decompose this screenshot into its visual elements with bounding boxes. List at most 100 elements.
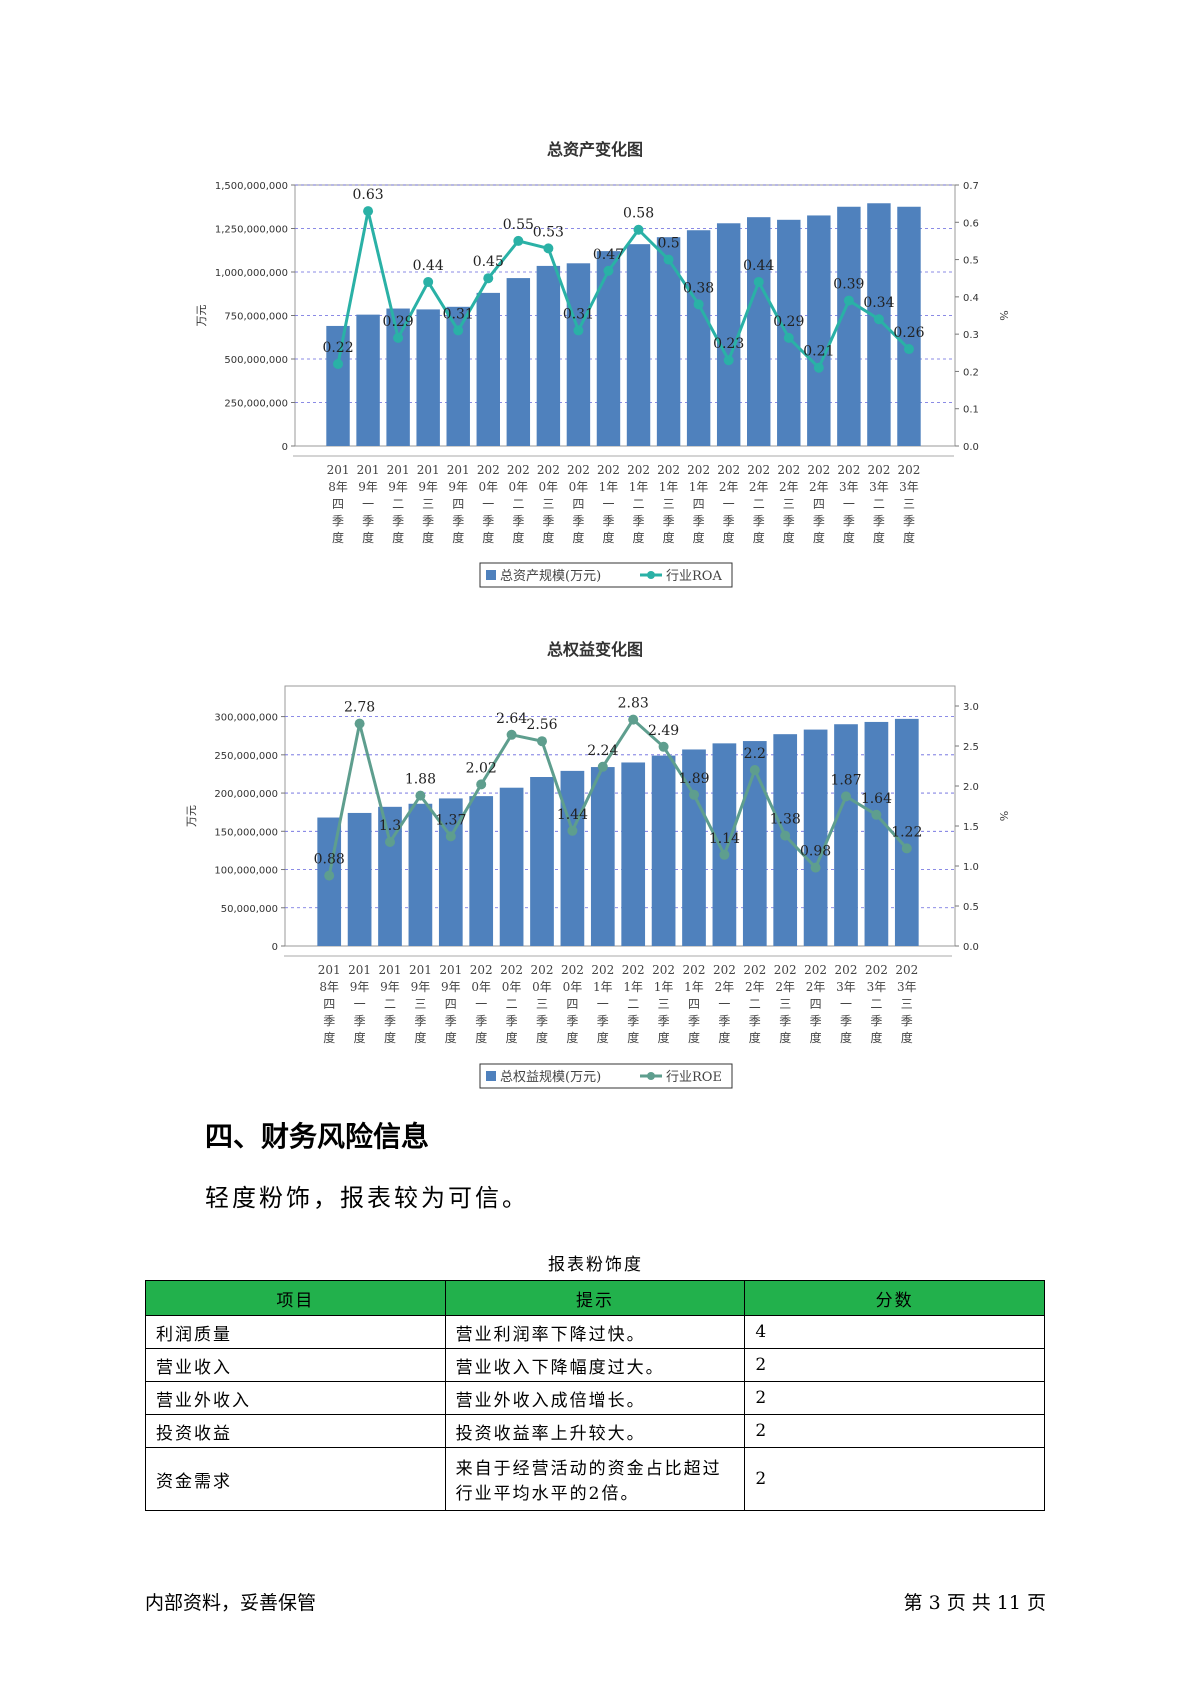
line-point	[453, 325, 464, 336]
bar	[894, 718, 919, 946]
line-point	[813, 362, 824, 373]
y-axis-label: 万元	[195, 305, 208, 327]
line-point	[324, 870, 335, 881]
line-point	[871, 809, 882, 820]
bar	[651, 755, 676, 946]
data-label: 0.47	[593, 247, 624, 263]
line-point	[901, 843, 912, 854]
bar	[712, 743, 737, 946]
table-cell-item: 资金需求	[145, 1447, 446, 1511]
line-point	[333, 358, 344, 369]
data-label: 1.3	[379, 818, 401, 834]
line-point	[810, 862, 821, 873]
data-label: 0.31	[563, 306, 594, 322]
bar	[621, 762, 646, 946]
y2-tick-label: 0.5	[963, 256, 979, 267]
y2-tick-label: 1.0	[963, 862, 979, 873]
bar	[530, 777, 554, 946]
y-tick-label: 500,000,000	[224, 355, 288, 366]
line-series	[327, 717, 908, 876]
y2-tick-label: 1.5	[963, 822, 979, 833]
y2-tick-label: 0.5	[963, 902, 979, 913]
data-label: 0.26	[893, 325, 924, 341]
y2-tick-label: 0.0	[963, 942, 979, 953]
x-tick-label: 202 1年二季度	[622, 963, 645, 1045]
data-label: 1.37	[435, 812, 466, 828]
data-label: 0.55	[503, 217, 534, 233]
y2-tick-label: 2.5	[963, 742, 979, 753]
line-point	[841, 791, 851, 802]
total-assets-chart: 总资产变化图 0 250,000,000 500,000,000 750,000,000…	[0, 130, 1191, 590]
table-cell-score: 4	[744, 1315, 1045, 1349]
x-tick-label: 201 9年一季度	[348, 963, 371, 1045]
table-cell-hint: 营业外收入成倍增长。	[444, 1381, 746, 1415]
x-tick-label: 202 0年二季度	[507, 463, 530, 545]
line-point	[476, 779, 487, 790]
bar	[803, 729, 828, 946]
x-tick-label: 202 3年二季度	[865, 963, 888, 1045]
y2-tick-label: 0.6	[963, 218, 979, 229]
line-point	[506, 729, 517, 740]
x-tick-label: 202 2年三季度	[774, 963, 797, 1045]
line-point	[543, 243, 554, 254]
bar	[499, 787, 524, 946]
line-point	[663, 254, 674, 265]
y-tick-label: 150,000,000	[214, 827, 278, 838]
y2-tick-label: 0.3	[963, 330, 979, 341]
y2-tick-label: 0.1	[963, 405, 979, 416]
x-tick-label: 202 2年四季度	[807, 463, 830, 545]
y2-axis-label: %	[997, 310, 1010, 320]
line-point	[903, 344, 914, 355]
table-cell-item: 营业收入	[145, 1348, 446, 1382]
x-tick-label: 202 2年一季度	[713, 963, 736, 1045]
x-tick-label: 202 3年三季度	[895, 963, 918, 1045]
y-tick-label: 1,250,000,000	[215, 225, 288, 236]
bar	[807, 215, 831, 446]
data-label: 2.83	[618, 696, 649, 712]
x-tick-label: 202 0年四季度	[561, 963, 584, 1045]
data-label: 2.24	[587, 743, 618, 759]
x-tick-label: 201 9年一季度	[357, 463, 380, 545]
x-tick-label: 202 3年一季度	[837, 463, 860, 545]
x-tick-label: 202 3年一季度	[835, 963, 858, 1045]
line-point	[873, 314, 884, 325]
data-label: 0.23	[713, 336, 744, 352]
x-tick-label: 202 2年二季度	[743, 963, 766, 1045]
legend-bar-label: 总权益规模(万元)	[500, 1069, 601, 1085]
x-tick-label: 202 1年三季度	[657, 463, 680, 545]
x-tick-label: 202 1年一季度	[597, 463, 620, 545]
y2-tick-label: 0.2	[963, 367, 979, 378]
y-tick-label: 250,000,000	[224, 399, 288, 410]
y-axis-label: 万元	[185, 805, 198, 827]
y2-tick-label: 2.0	[963, 782, 979, 793]
table-cell-score: 2	[744, 1414, 1045, 1448]
y-tick-label: 300,000,000	[214, 713, 278, 724]
section-heading: 四、财务风险信息	[205, 1120, 430, 1153]
bar	[347, 812, 372, 946]
line-point	[689, 789, 699, 800]
bar	[747, 217, 771, 446]
bar	[867, 203, 891, 446]
bar	[897, 206, 921, 446]
x-tick-label: 201 9年三季度	[409, 963, 432, 1045]
line-point	[573, 325, 584, 336]
bar	[356, 314, 380, 446]
y2-tick-label: 0.4	[963, 293, 979, 304]
line-point	[354, 718, 365, 729]
data-label: 0.31	[443, 306, 474, 322]
x-tick-label: 202 0年二季度	[500, 963, 523, 1045]
data-label: 0.58	[623, 206, 654, 222]
data-label: 0.44	[743, 258, 774, 274]
bar	[864, 721, 889, 946]
table-cell-score: 2	[744, 1381, 1045, 1415]
x-tick-label: 202 0年三季度	[531, 963, 554, 1045]
table-row: 投资收益 投资收益率上升较大。 2	[145, 1414, 1045, 1448]
bar	[408, 803, 433, 946]
y-tick-label: 750,000,000	[224, 312, 288, 323]
data-label: 1.14	[709, 831, 740, 847]
bar	[326, 325, 350, 446]
y-tick-label: 100,000,000	[214, 866, 278, 877]
table-cell-item: 投资收益	[145, 1414, 446, 1448]
x-tick-label: 201 9年三季度	[417, 463, 440, 545]
x-tick-label: 202 2年四季度	[804, 963, 827, 1045]
